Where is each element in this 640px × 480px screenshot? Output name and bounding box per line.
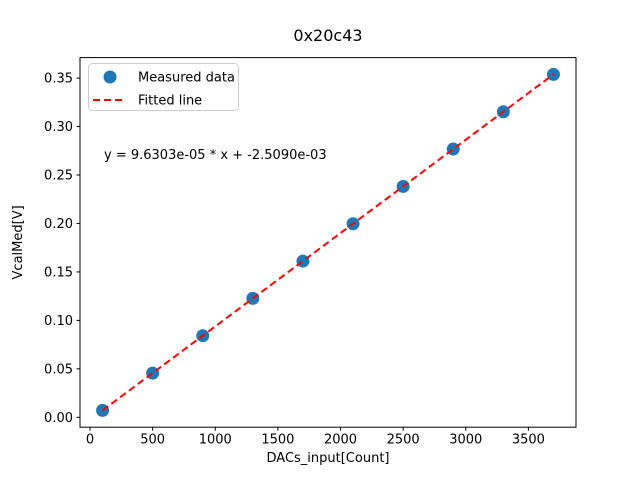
y-axis-label: VcalMed[V] <box>11 205 26 279</box>
x-tick-label: 0 <box>86 433 94 448</box>
fitted-line <box>101 73 555 412</box>
y-tick-label: 0.05 <box>44 362 73 377</box>
y-tick-label: 0.25 <box>44 169 73 184</box>
x-tick-label: 2000 <box>324 433 357 448</box>
legend: Measured data Fitted line <box>88 63 239 111</box>
y-tick-label: 0.20 <box>44 217 73 232</box>
y-tick-label: 0.10 <box>44 314 73 329</box>
x-tick-label: 3500 <box>512 433 545 448</box>
x-tick-label: 3000 <box>449 433 482 448</box>
x-tick-label: 2500 <box>387 433 420 448</box>
x-tick-label: 1000 <box>199 433 232 448</box>
y-tick-label: 0.00 <box>44 411 73 426</box>
plot-frame <box>79 57 577 428</box>
legend-box <box>88 63 239 111</box>
x-axis-label: DACs_input[Count] <box>267 451 390 466</box>
legend-measured-data-marker-icon <box>103 70 117 84</box>
legend-label-measured-data: Measured data <box>138 71 235 86</box>
y-tick-label: 0.35 <box>44 72 73 87</box>
y-tick-label: 0.15 <box>44 265 73 280</box>
x-tick-label: 1500 <box>261 433 294 448</box>
legend-label-fitted-line: Fitted line <box>138 94 202 109</box>
annotation-equation: y = 9.6303e-05 * x + -2.5090e-03 <box>104 148 327 163</box>
chart-title: 0x20c43 <box>293 26 362 45</box>
x-tick-label: 500 <box>140 433 165 448</box>
y-tick-label: 0.30 <box>44 120 73 135</box>
